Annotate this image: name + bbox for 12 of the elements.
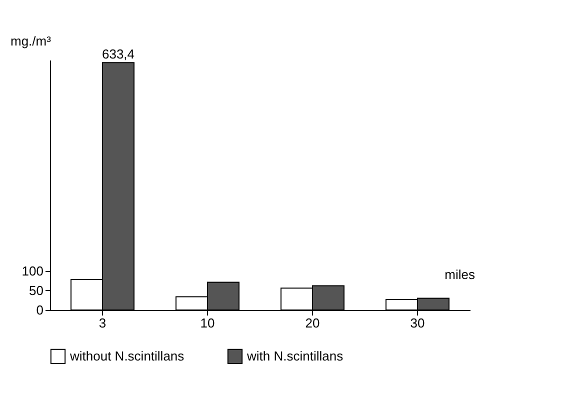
data-label: 633,4	[102, 46, 135, 62]
x-axis-title: miles	[444, 267, 476, 282]
x-tick-label: 30	[410, 316, 425, 330]
y-tick-label: 50	[29, 282, 44, 298]
x-tick-label: 3	[98, 316, 106, 330]
y-axis-title: mg./m³	[10, 34, 52, 48]
legend-label: without N.scintillans	[69, 348, 185, 364]
x-tick-label: 20	[305, 316, 320, 330]
legend-label: with N.scintillans	[246, 348, 344, 364]
x-tick-label: 10	[200, 316, 215, 330]
y-tick-label: 100	[22, 263, 44, 278]
y-tick-label: 0	[36, 302, 44, 318]
